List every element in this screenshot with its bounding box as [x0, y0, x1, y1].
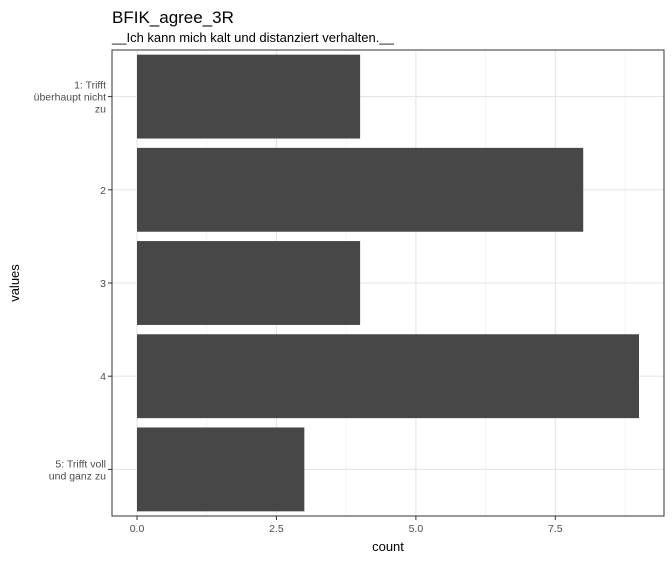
- y-tick-label: 1: Trifft überhaupt nicht zu: [34, 80, 107, 116]
- y-tick-label: 2: [100, 185, 106, 197]
- x-tick-label: 7.5: [548, 523, 563, 535]
- bar: [137, 54, 361, 139]
- y-tick-label: 4: [100, 371, 106, 383]
- bar: [137, 147, 584, 232]
- axis-layer: 0.0 2.5 5.0 7.5 1: Trifft überhaupt nicht zu 2 3…: [34, 80, 563, 535]
- x-axis-title: count: [372, 539, 404, 554]
- chart-title: BFIK_agree_3R: [112, 8, 234, 27]
- bar: [137, 427, 305, 512]
- x-tick-label: 5.0: [409, 523, 424, 535]
- x-tick-label: 0.0: [130, 523, 145, 535]
- y-axis-title: values: [7, 264, 22, 302]
- bar: [137, 334, 639, 419]
- y-tick-label: 3: [100, 278, 106, 290]
- bars-layer: [137, 54, 639, 512]
- y-tick-label: 5: Trifft voll und ganz zu: [49, 458, 106, 482]
- x-tick-label: 2.5: [269, 523, 284, 535]
- bar: [137, 241, 361, 325]
- chart-subtitle: __Ich kann mich kalt und distanziert ver…: [111, 30, 395, 45]
